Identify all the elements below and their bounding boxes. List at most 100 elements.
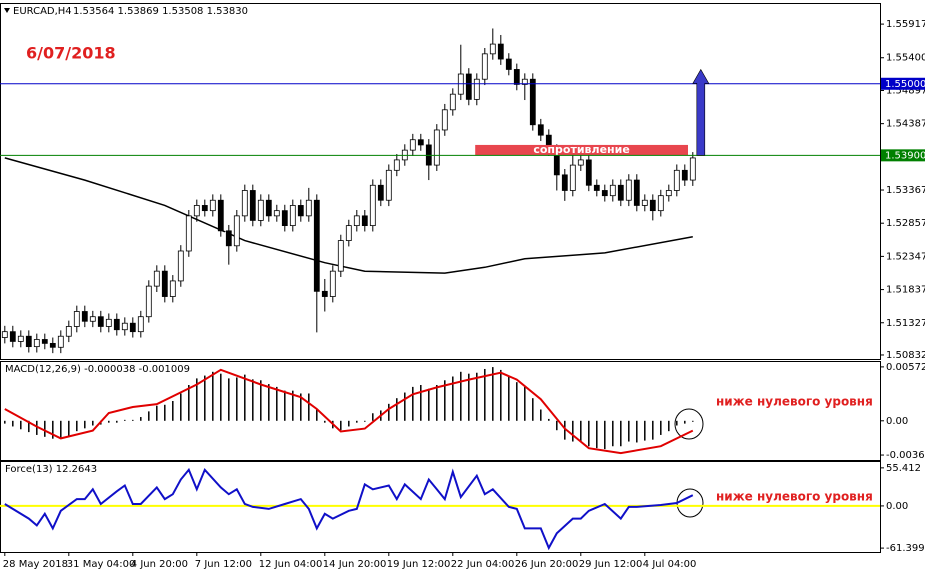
x-tick-label: 7 Jun 12:00 [195, 559, 252, 570]
highlight-circle [674, 408, 704, 440]
x-tick-label: 29 Jun 12:00 [579, 559, 643, 570]
candle-body [41, 339, 48, 344]
level-label: 1.53900 [885, 150, 925, 161]
macd-title: MACD(12,26,9) -0.000038 -0.001009 [5, 364, 190, 375]
candle-body [529, 78, 536, 126]
candle-body [297, 205, 304, 217]
candle-body [161, 270, 168, 297]
resistance-label: сопротивление [533, 143, 629, 156]
candle-body [609, 184, 616, 197]
candle-body [273, 210, 280, 217]
candle-body [673, 169, 680, 191]
y-tick-label: 1.52347 [886, 251, 925, 262]
candle-body [625, 179, 632, 201]
date-annotation: 6/07/2018 [26, 44, 116, 63]
x-tick-label: 26 Jun 20:00 [515, 559, 579, 570]
level-label-box [881, 77, 925, 90]
target-arrow [692, 68, 710, 156]
candle-body [337, 240, 344, 272]
candle-body [57, 335, 64, 348]
candle-body [193, 205, 200, 217]
candle-body [601, 190, 608, 197]
candle-body [9, 331, 16, 342]
candle-body [257, 199, 264, 221]
candle-body [177, 250, 184, 282]
candle-body [305, 199, 312, 217]
moving-average [4, 157, 693, 274]
x-tick-label: 28 May 2018 [3, 559, 68, 570]
candle-body [233, 215, 240, 247]
candle-body [513, 69, 520, 85]
candle-body [537, 124, 544, 136]
y-tick-label: 1.51327 [886, 318, 925, 329]
candle-body [505, 58, 512, 70]
x-tick-label: 4 Jul 04:00 [643, 559, 697, 570]
candle-body [329, 270, 336, 297]
candle-body [617, 184, 624, 201]
candle-body [649, 199, 656, 212]
candle-body [585, 159, 592, 186]
x-tick-label: 19 Jun 12:00 [387, 559, 451, 570]
candle-body [473, 78, 480, 100]
candle-body [393, 159, 400, 171]
candle-body [97, 316, 104, 327]
candle-body [81, 311, 88, 322]
candle-body [681, 169, 688, 181]
candle-body [417, 139, 424, 146]
candle-body [209, 199, 216, 212]
candle-body [201, 205, 208, 212]
candle-body [17, 335, 24, 342]
candle-body [313, 199, 320, 292]
candle-body [465, 73, 472, 100]
symbol-title: EURCAD,H4 [13, 6, 72, 17]
candle-body [129, 322, 136, 333]
x-tick-label: 31 May 04:00 [67, 559, 136, 570]
candle-body [569, 164, 576, 191]
candle-body [377, 184, 384, 201]
candle-body [65, 326, 72, 337]
candle-body [441, 109, 448, 131]
y-tick-label: 1.51837 [886, 285, 925, 296]
candle-body [121, 322, 128, 331]
y-tick-label: -61.3998 [886, 543, 925, 554]
candle-body [665, 190, 672, 197]
x-tick-label: 4 Jun 20:00 [131, 559, 188, 570]
candle-body [409, 139, 416, 151]
x-tick-label: 14 Jun 20:00 [323, 559, 387, 570]
candle-body [281, 210, 288, 227]
y-tick-label: 0.00 [886, 416, 908, 427]
candle-body [113, 318, 120, 331]
y-tick-label: -0.003634 [886, 450, 925, 461]
candle-body [353, 215, 360, 227]
y-tick-label: 1.52857 [886, 218, 925, 229]
candle-body [25, 335, 32, 348]
candle-body [345, 225, 352, 241]
y-tick-label: 55.412 [886, 463, 921, 474]
candle-body [185, 215, 192, 252]
y-tick-label: 1.55400 [886, 53, 925, 64]
candle-body [561, 174, 568, 191]
candle-body [481, 53, 488, 80]
macd-panel [0, 361, 881, 461]
candle-body [369, 184, 376, 227]
candle-body [1, 331, 8, 338]
symbol-menu-icon[interactable] [4, 8, 10, 13]
candle-body [49, 342, 56, 348]
candle-body [521, 78, 528, 85]
candle-body [633, 179, 640, 206]
candle-body [321, 290, 328, 297]
candle-body [577, 159, 584, 166]
x-tick-label: 12 Jun 04:00 [259, 559, 323, 570]
x-tick-label: 22 Jun 04:00 [451, 559, 515, 570]
candle-body [105, 318, 112, 327]
force-annotation: ниже нулевого уровня [716, 490, 873, 504]
ohlc-header: 1.53564 1.53869 1.53508 1.53830 [73, 6, 248, 17]
y-tick-label: 1.54387 [886, 119, 925, 130]
level-label: 1.55000 [885, 79, 925, 90]
y-tick-label: 0.00 [886, 501, 908, 512]
macd-annotation: ниже нулевого уровня [716, 395, 873, 409]
candle-body [449, 93, 456, 111]
y-tick-label: 1.53367 [886, 185, 925, 196]
